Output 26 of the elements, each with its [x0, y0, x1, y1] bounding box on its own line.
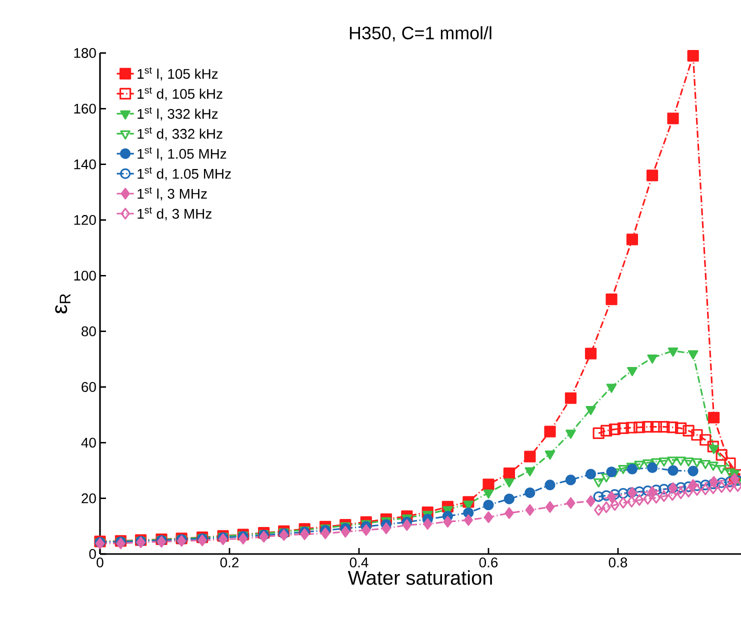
legend-label: 1$^{st}$ l, 105 kHz: [138, 67, 218, 81]
legend-label: 1$^{st}$ d, 105 kHz: [138, 87, 222, 100]
legend-label: 1$^{st}$ d, 332 kHz: [138, 127, 222, 140]
x-tick-label: 0.6: [479, 558, 498, 568]
y-tick-label: 100: [74, 270, 96, 281]
y-tick-label: 120: [74, 215, 96, 225]
x-tick-label: 0: [96, 558, 104, 568]
x-axis-title: Water saturation: [348, 570, 492, 585]
y-tick-label: 0: [89, 549, 96, 559]
x-tick-label: 0.2: [220, 558, 238, 568]
x-tick-label: 0.8: [608, 558, 628, 568]
y-tick-label: 40: [81, 438, 96, 448]
legend-label: 1$^{st}$ d, 3 MHz: [138, 207, 212, 220]
legend-label: 1$^{st}$ l, 332 kHz: [138, 107, 218, 120]
y-tick-label: 160: [74, 104, 96, 114]
y-tick-label: 140: [74, 159, 96, 170]
legend-label: 1$^{st}$ l, 3 MHz: [138, 187, 207, 200]
legend-label: 1$^{st}$ d, 1.05 MHz: [138, 167, 231, 180]
y-tick-label: 180: [74, 48, 96, 58]
chart-title: H350, C=1 mmol/l: [350, 26, 492, 42]
y-tick-label: 80: [82, 326, 96, 336]
x-tick-label: 0.4: [350, 558, 368, 568]
y-tick-label: 60: [82, 382, 96, 392]
legend-label: 1$^{st}$ l, 1.05 MHz: [138, 147, 226, 160]
y-tick-label: 20: [82, 493, 96, 504]
y-axis-title: ε$_{R}$: [55, 294, 70, 314]
